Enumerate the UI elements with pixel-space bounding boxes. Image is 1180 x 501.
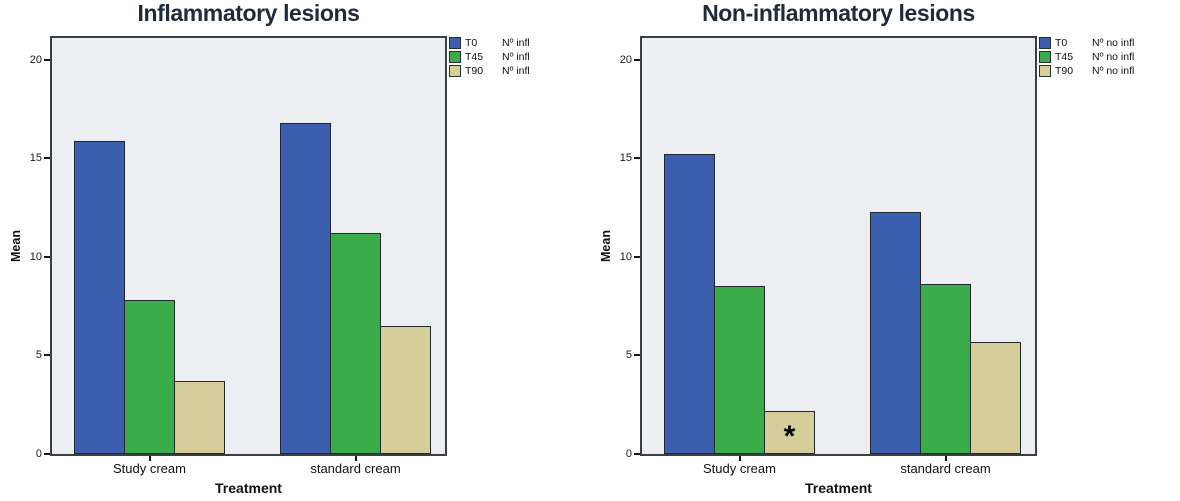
chart-title: Non-inflammatory lesions — [702, 0, 975, 26]
legend-swatch-t90 — [1039, 65, 1051, 77]
x-tick-label: standard cream — [900, 461, 991, 476]
bar-group-study-cream — [74, 140, 225, 454]
x-tick-mark — [148, 456, 151, 461]
legend-swatch-t45 — [449, 51, 461, 63]
bar-t0-standard-cream — [870, 211, 921, 454]
y-tick-label: 5 — [35, 349, 42, 362]
legend-series-label: T45 — [465, 51, 484, 63]
legend-item-t45: T45 Nº infl — [449, 51, 530, 63]
legend-swatch-t45 — [1039, 51, 1051, 63]
x-axis-title: Treatment — [215, 480, 282, 496]
bar-t45-standard-cream — [920, 284, 971, 454]
plot-area — [50, 36, 447, 456]
legend-swatch-t0 — [449, 37, 461, 49]
y-tick-label: 15 — [29, 152, 42, 165]
x-tick-mark — [354, 456, 357, 461]
chart-non-inflammatory-lesions: Non-inflammatory lesions Mean 0 5 10 15 20 S… — [590, 0, 1180, 501]
bar-group-standard-cream — [280, 122, 431, 454]
y-tick-label: 20 — [619, 53, 632, 66]
bar-t0-standard-cream — [280, 122, 331, 454]
chart-title: Inflammatory lesions — [137, 0, 360, 26]
bar-t45-study-cream — [124, 300, 175, 454]
bar-t45-study-cream — [714, 286, 765, 454]
y-tick-label: 0 — [625, 448, 632, 460]
legend-scale-label: Nº infl — [502, 37, 530, 49]
legend-series-label: T0 — [1055, 37, 1068, 49]
bar-t0-study-cream — [664, 154, 715, 454]
legend-swatch-t0 — [1039, 37, 1051, 49]
legend-item-t90: T90 Nº no infl — [1039, 65, 1134, 77]
legend-item-t90: T90 Nº infl — [449, 65, 530, 77]
bar-t45-standard-cream — [330, 233, 381, 454]
legend-item-t0: T0 Nº no infl — [1039, 37, 1134, 49]
legend-item-t0: T0 Nº infl — [449, 37, 530, 49]
legend-scale-label: Nº infl — [502, 51, 530, 63]
bar-groups — [52, 38, 445, 454]
bar-t90-study-cream — [764, 410, 815, 454]
legend-swatch-t90 — [449, 65, 461, 77]
bar-t90-standard-cream — [970, 341, 1021, 454]
x-axis-title: Treatment — [805, 480, 872, 496]
x-tick-mark — [944, 456, 947, 461]
x-tick-label: standard cream — [310, 461, 401, 476]
bar-groups — [642, 38, 1035, 454]
legend-series-label: T45 — [1055, 51, 1074, 63]
x-tick-mark — [738, 456, 741, 461]
y-tick-label: 0 — [35, 448, 42, 460]
y-tick-label: 5 — [625, 349, 632, 362]
bar-t0-study-cream — [74, 140, 125, 454]
legend-series-label: T90 — [465, 65, 484, 77]
chart-inflammatory-lesions: Inflammatory lesions Mean 0 5 10 15 20 Study… — [9, 0, 530, 496]
legend: T0 Nº infl T45 Nº infl T90 Nº infl — [449, 37, 530, 79]
x-tick-label: Study cream — [703, 461, 776, 476]
legend: T0 Nº no infl T45 Nº no infl T90 Nº no infl — [1039, 37, 1134, 79]
legend-scale-label: Nº no infl — [1092, 51, 1135, 63]
legend-scale-label: Nº no infl — [1092, 37, 1135, 49]
y-tick-label: 15 — [619, 152, 632, 165]
legend-series-label: T90 — [1055, 65, 1074, 77]
legend-series-label: T0 — [465, 37, 478, 49]
bar-group-study-cream — [664, 154, 815, 454]
plot-area — [640, 36, 1037, 456]
legend-scale-label: Nº infl — [502, 65, 530, 77]
bar-t90-standard-cream — [380, 325, 431, 454]
bar-t90-study-cream — [174, 381, 225, 454]
bar-group-standard-cream — [870, 211, 1021, 454]
y-axis-title: Mean — [9, 230, 23, 262]
legend-scale-label: Nº no infl — [1092, 65, 1135, 77]
x-tick-label: Study cream — [113, 461, 186, 476]
y-axis-title: Mean — [599, 230, 613, 262]
y-tick-label: 20 — [29, 53, 42, 66]
legend-item-t45: T45 Nº no infl — [1039, 51, 1134, 63]
